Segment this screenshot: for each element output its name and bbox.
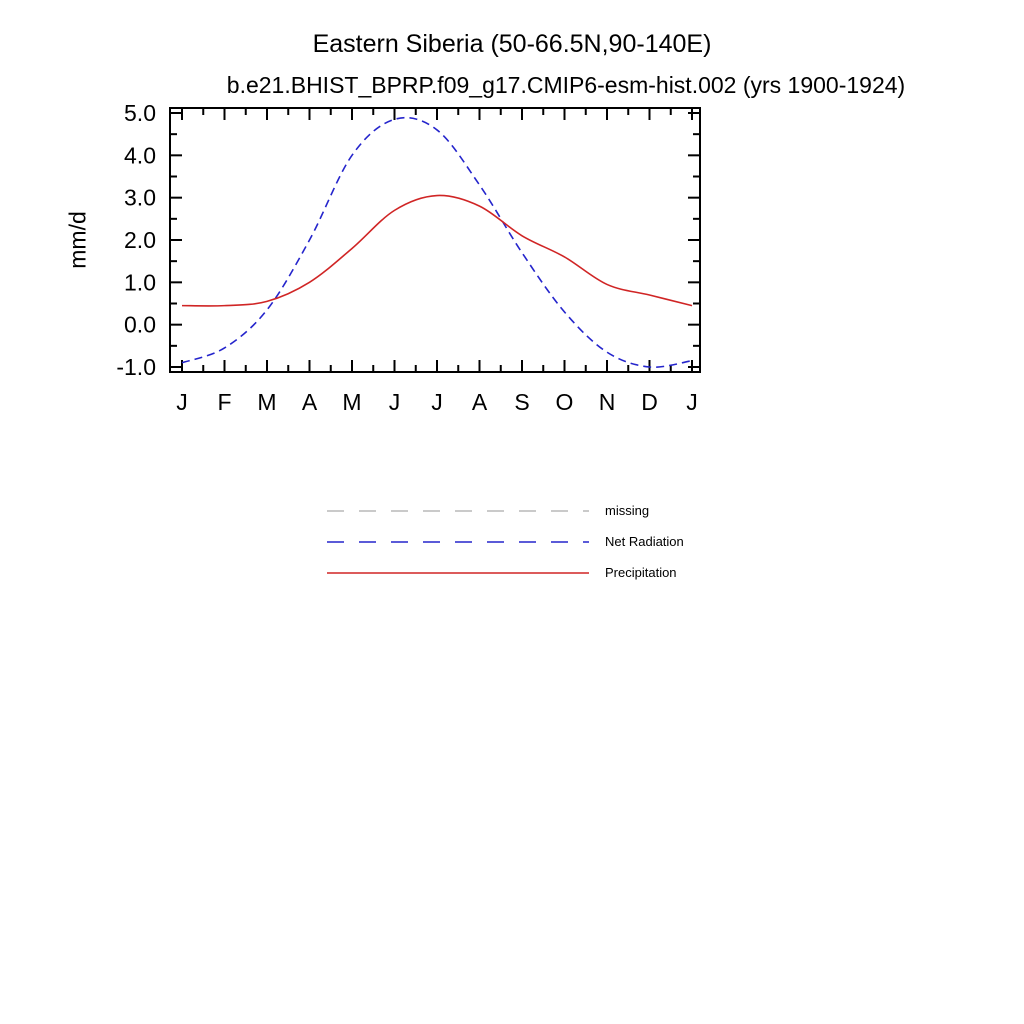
x-tick-label: J: [431, 389, 443, 415]
y-tick-label: 1.0: [124, 269, 156, 295]
chart-subtitle: b.e21.BHIST_BPRP.f09_g17.CMIP6-esm-hist.…: [226, 72, 906, 98]
x-tick-label: J: [686, 389, 698, 415]
net-radiation-line: [181, 116, 693, 368]
x-tick-label: O: [556, 389, 574, 415]
legend-line-sample-net-radiation: [327, 540, 589, 543]
x-tick-label: J: [176, 389, 188, 415]
x-tick-label: M: [257, 389, 276, 415]
y-tick-label: -1.0: [116, 354, 156, 380]
legend-label-missing: missing: [605, 503, 650, 518]
legend-label-net-radiation: Net Radiation: [605, 534, 684, 549]
precipitation-line: [181, 194, 693, 307]
y-tick-label: 2.0: [124, 227, 156, 253]
legend: missing Net Radiation Precipitation: [325, 495, 684, 588]
y-tick-label: 5.0: [124, 100, 156, 126]
x-tick-label: A: [472, 389, 488, 415]
x-tick-label: A: [302, 389, 318, 415]
legend-label-precipitation: Precipitation: [605, 565, 677, 580]
chart-title: Eastern Siberia (50-66.5N,90-140E): [312, 30, 712, 58]
chart-canvas: J F M A M J J A S O N D J5.04.03.02.01.00.0-1.0: [116, 100, 701, 415]
x-tick-label: D: [641, 389, 658, 415]
legend-item-missing: missing: [325, 495, 684, 526]
legend-item-precipitation: Precipitation: [325, 557, 684, 588]
legend-item-net-radiation: Net Radiation: [325, 526, 684, 557]
x-tick-label: M: [342, 389, 361, 415]
plot-frame: [169, 107, 701, 373]
x-tick-label: S: [514, 389, 529, 415]
y-tick-label: 0.0: [124, 312, 156, 338]
legend-line-sample-missing: [327, 509, 589, 512]
x-tick-label: J: [389, 389, 401, 415]
x-tick-label: N: [599, 389, 616, 415]
x-tick-label: F: [217, 389, 231, 415]
y-tick-label: 4.0: [124, 142, 156, 168]
y-tick-label: 3.0: [124, 185, 156, 211]
legend-line-sample-precipitation: [327, 571, 589, 574]
